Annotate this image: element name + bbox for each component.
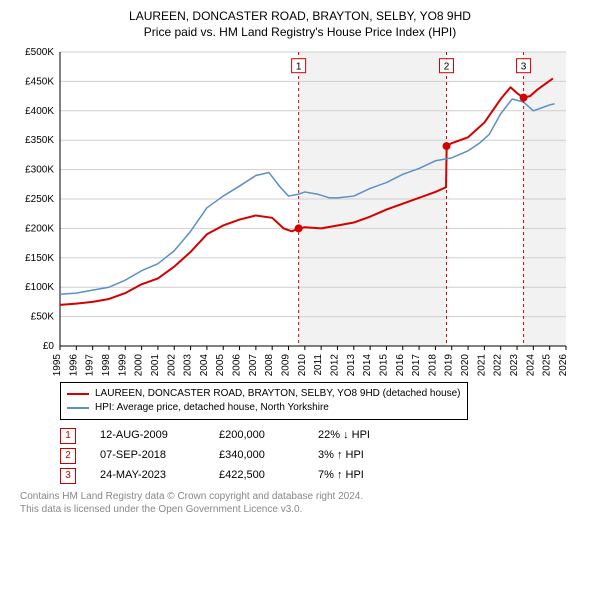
svg-text:£250K: £250K xyxy=(25,194,54,205)
event-date: 24-MAY-2023 xyxy=(100,466,195,486)
event-price: £200,000 xyxy=(219,426,294,446)
event-price: £422,500 xyxy=(219,466,294,486)
event-marker: 1 xyxy=(60,428,76,444)
svg-text:2013: 2013 xyxy=(346,354,357,376)
legend-swatch xyxy=(67,393,89,395)
footer-line-2: This data is licensed under the Open Gov… xyxy=(20,503,590,516)
svg-text:3: 3 xyxy=(521,62,527,73)
line-chart: £0 £50K £100K £150K £200K £250K £300K £350K £400… xyxy=(10,46,590,376)
legend-label: HPI: Average price, detached house, Nort… xyxy=(95,401,329,415)
svg-text:1: 1 xyxy=(296,62,302,73)
svg-text:2019: 2019 xyxy=(444,354,455,376)
svg-text:2004: 2004 xyxy=(199,354,210,376)
svg-text:£400K: £400K xyxy=(25,106,54,117)
svg-text:1999: 1999 xyxy=(117,354,128,376)
svg-text:2002: 2002 xyxy=(166,354,177,376)
svg-text:2003: 2003 xyxy=(183,354,194,376)
svg-text:2016: 2016 xyxy=(395,354,406,376)
event-marker: 3 xyxy=(60,468,76,484)
event-row: 3 24-MAY-2023 £422,500 7% ↑ HPI xyxy=(60,466,590,486)
event-row: 1 12-AUG-2009 £200,000 22% ↓ HPI xyxy=(60,426,590,446)
svg-text:2021: 2021 xyxy=(476,354,487,376)
svg-text:2007: 2007 xyxy=(248,354,259,376)
event-row: 2 07-SEP-2018 £340,000 3% ↑ HPI xyxy=(60,446,590,466)
svg-text:£50K: £50K xyxy=(31,312,55,323)
svg-text:2011: 2011 xyxy=(313,354,324,376)
legend-item: HPI: Average price, detached house, Nort… xyxy=(67,401,461,415)
svg-text:2001: 2001 xyxy=(150,354,161,376)
svg-text:2014: 2014 xyxy=(362,354,373,376)
svg-text:£450K: £450K xyxy=(25,77,54,88)
svg-text:2009: 2009 xyxy=(281,354,292,376)
event-table: 1 12-AUG-2009 £200,000 22% ↓ HPI 2 07-SEP-201… xyxy=(60,426,590,485)
svg-text:2010: 2010 xyxy=(297,354,308,376)
svg-text:2015: 2015 xyxy=(378,354,389,376)
attribution: Contains HM Land Registry data © Crown c… xyxy=(20,490,590,516)
event-delta: 3% ↑ HPI xyxy=(318,446,364,466)
event-delta: 22% ↓ HPI xyxy=(318,426,370,446)
svg-text:2018: 2018 xyxy=(427,354,438,376)
title-line-2: Price paid vs. HM Land Registry's House … xyxy=(10,24,590,40)
event-date: 07-SEP-2018 xyxy=(100,446,195,466)
svg-text:2000: 2000 xyxy=(134,354,145,376)
svg-text:£350K: £350K xyxy=(25,136,54,147)
svg-text:£200K: £200K xyxy=(25,224,54,235)
legend-swatch xyxy=(67,407,89,409)
svg-text:2025: 2025 xyxy=(542,354,553,376)
svg-text:2017: 2017 xyxy=(411,354,422,376)
chart-svg: £0 £50K £100K £150K £200K £250K £300K £350K £400… xyxy=(10,46,570,376)
svg-text:£300K: £300K xyxy=(25,165,54,176)
event-delta: 7% ↑ HPI xyxy=(318,466,364,486)
svg-text:£0: £0 xyxy=(43,341,55,352)
svg-text:£150K: £150K xyxy=(25,253,54,264)
svg-text:2005: 2005 xyxy=(215,354,226,376)
svg-text:2023: 2023 xyxy=(509,354,520,376)
svg-text:2012: 2012 xyxy=(329,354,340,376)
svg-text:2008: 2008 xyxy=(264,354,275,376)
svg-text:1996: 1996 xyxy=(68,354,79,376)
svg-text:1997: 1997 xyxy=(85,354,96,376)
svg-text:1998: 1998 xyxy=(101,354,112,376)
legend-label: LAUREEN, DONCASTER ROAD, BRAYTON, SELBY,… xyxy=(95,387,461,401)
chart-title: LAUREEN, DONCASTER ROAD, BRAYTON, SELBY,… xyxy=(10,8,590,40)
legend-item: LAUREEN, DONCASTER ROAD, BRAYTON, SELBY,… xyxy=(67,387,461,401)
svg-text:£500K: £500K xyxy=(25,47,54,58)
svg-text:2020: 2020 xyxy=(460,354,471,376)
svg-text:2024: 2024 xyxy=(525,354,536,376)
event-date: 12-AUG-2009 xyxy=(100,426,195,446)
event-marker: 2 xyxy=(60,448,76,464)
svg-text:2022: 2022 xyxy=(493,354,504,376)
footer-line-1: Contains HM Land Registry data © Crown c… xyxy=(20,490,590,503)
svg-text:1995: 1995 xyxy=(52,354,63,376)
event-price: £340,000 xyxy=(219,446,294,466)
svg-text:2026: 2026 xyxy=(558,354,569,376)
chart-container: { "title_line1": "LAUREEN, DONCASTER ROA… xyxy=(0,0,600,522)
svg-text:2006: 2006 xyxy=(232,354,243,376)
legend: LAUREEN, DONCASTER ROAD, BRAYTON, SELBY,… xyxy=(60,382,468,420)
svg-text:£100K: £100K xyxy=(25,283,54,294)
title-line-1: LAUREEN, DONCASTER ROAD, BRAYTON, SELBY,… xyxy=(10,8,590,24)
svg-text:2: 2 xyxy=(444,62,450,73)
